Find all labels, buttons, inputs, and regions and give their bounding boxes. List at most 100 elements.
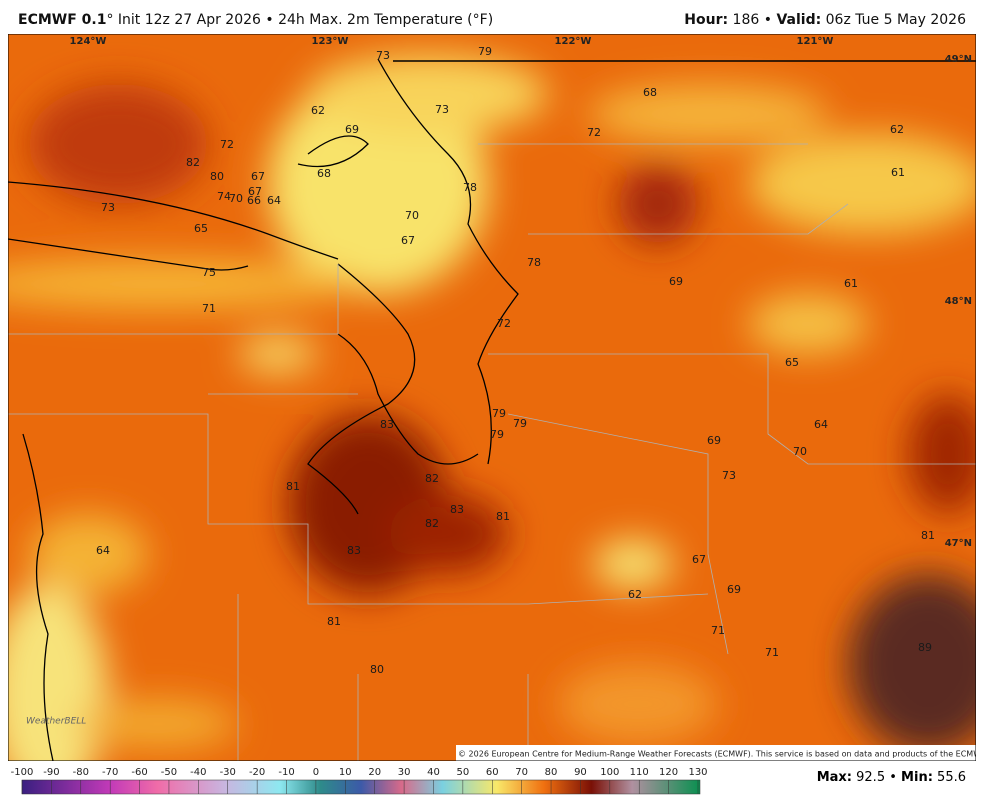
- temperature-label: 62: [311, 104, 325, 117]
- colorbar-tick-label: 80: [545, 767, 558, 778]
- temperature-label: 70: [405, 209, 419, 222]
- footer: Max: 92.5 • Min: 55.6: [817, 770, 966, 785]
- copyright-box: [456, 745, 976, 761]
- colorbar-tick-label: 50: [457, 767, 470, 778]
- colorbar-tick-label: 120: [659, 767, 678, 778]
- temperature-label: 61: [891, 166, 905, 179]
- longitude-label: 124°W: [70, 36, 107, 47]
- hour-label: Hour:: [684, 12, 729, 28]
- separator: •: [889, 770, 897, 785]
- colorbar-tick-label: -40: [190, 767, 206, 778]
- model: ECMWF 0.1: [18, 12, 107, 28]
- temperature-label: 83: [380, 418, 394, 431]
- colorbar-tick-label: 130: [688, 767, 707, 778]
- colorbar-tick-label: -100: [11, 767, 34, 778]
- colorbar-tick-label: 10: [339, 767, 352, 778]
- temperature-label: 67: [692, 553, 706, 566]
- valid-label: Valid:: [776, 12, 822, 28]
- latitude-label: 48°N: [945, 296, 972, 307]
- temperature-label: 69: [727, 583, 741, 596]
- separator: •: [763, 12, 772, 28]
- temperature-label: 72: [587, 126, 601, 139]
- temperature-label: 68: [643, 86, 657, 99]
- temperature-label: 73: [376, 49, 390, 62]
- colorbar-tick-label: 110: [630, 767, 649, 778]
- header-left: ECMWF 0.1° Init 12z 27 Apr 2026 • 24h Ma…: [18, 12, 493, 28]
- temperature-label: 81: [921, 529, 935, 542]
- temperature-label: 66: [247, 194, 261, 207]
- temperature-label: 82: [186, 156, 200, 169]
- colorbar-tick-label: 100: [600, 767, 619, 778]
- temperature-label: 79: [490, 428, 504, 441]
- temperature-label: 71: [711, 624, 725, 637]
- temperature-label: 89: [918, 641, 932, 654]
- temperature-label: 81: [496, 510, 510, 523]
- temperature-label: 71: [765, 646, 779, 659]
- temperature-label: 81: [286, 480, 300, 493]
- coastlines: [8, 58, 519, 761]
- temperature-label: 83: [347, 544, 361, 557]
- hour: 186: [732, 12, 760, 28]
- copyright: © 2026 European Centre for Medium-Range …: [458, 750, 976, 759]
- temperature-label: 64: [814, 418, 828, 431]
- header-right: Hour: 186 • Valid: 06z Tue 5 May 2026: [684, 12, 966, 28]
- colorbar: -100 -90 -80 -70 -60 -50 -40 -30 -20 -10 0 10 20 30 40…: [11, 767, 708, 795]
- temperature-label: 61: [844, 277, 858, 290]
- latitude-label: 49°N: [945, 54, 972, 65]
- temperature-label: 73: [722, 469, 736, 482]
- temperature-label: 83: [450, 503, 464, 516]
- temperature-label: 78: [527, 256, 541, 269]
- temperature-label: 62: [890, 123, 904, 136]
- colorbar-tick-label: 40: [427, 767, 440, 778]
- temperature-label: 80: [370, 663, 384, 676]
- temperature-label: 72: [497, 317, 511, 330]
- temperature-label: 65: [785, 356, 799, 369]
- temperature-label: 67: [248, 185, 262, 198]
- temperature-label: 82: [425, 517, 439, 530]
- max: 92.5: [856, 770, 886, 785]
- colorbar-ramp: [21, 779, 701, 795]
- min: 55.6: [937, 770, 966, 785]
- colorbar-tick-label: -80: [73, 767, 89, 778]
- temperature-label: 62: [628, 588, 642, 601]
- temperature-label: 78: [463, 181, 477, 194]
- colorbar-tick-label: 20: [368, 767, 381, 778]
- temperature-label: 80: [210, 170, 224, 183]
- longitude-label: 123°W: [312, 36, 349, 47]
- boundaries: [8, 143, 976, 761]
- temperature-field: [8, 34, 976, 761]
- temperature-label: 69: [707, 434, 721, 447]
- temperature-label: 71: [202, 302, 216, 315]
- temperature-label: 65: [194, 222, 208, 235]
- temperature-label: 69: [345, 123, 359, 136]
- title: ° Init 12z 27 Apr 2026 • 24h Max. 2m Tem…: [106, 12, 494, 28]
- valid: 06z Tue 5 May 2026: [825, 12, 966, 28]
- temperature-label: 68: [317, 167, 331, 180]
- temperature-label: 72: [220, 138, 234, 151]
- temperature-label: 82: [425, 472, 439, 485]
- temperature-label: 79: [513, 417, 527, 430]
- colorbar-tick-label: -30: [220, 767, 236, 778]
- max-label: Max:: [816, 770, 852, 785]
- colorbar-tick-label: 90: [574, 767, 587, 778]
- temperature-label: 75: [202, 266, 216, 279]
- colorbar-tick-label: 70: [515, 767, 528, 778]
- latitude-label: 47°N: [945, 538, 972, 549]
- temperature-label: 70: [793, 445, 807, 458]
- temperature-label: 67: [401, 234, 415, 247]
- temperature-label: 64: [267, 194, 281, 207]
- colorbar-tick-label: -70: [102, 767, 118, 778]
- map: 124°W 123°W 122°W 121°W 49°N 48°N 47°N 73 79 68 62…: [8, 34, 976, 761]
- temperature-label: 73: [435, 103, 449, 116]
- temperature-label: 79: [478, 45, 492, 58]
- colorbar-tick-label: -50: [161, 767, 177, 778]
- logo: WeatherBELL: [26, 717, 86, 727]
- temperature-label: 69: [669, 275, 683, 288]
- min-label: Min:: [901, 770, 933, 785]
- colorbar-tick-label: -90: [43, 767, 59, 778]
- colorbar-tick-label: -10: [278, 767, 294, 778]
- colorbar-tick-label: 0: [313, 767, 319, 778]
- colorbar-tick-label: -60: [131, 767, 147, 778]
- temperature-label: 67: [251, 170, 265, 183]
